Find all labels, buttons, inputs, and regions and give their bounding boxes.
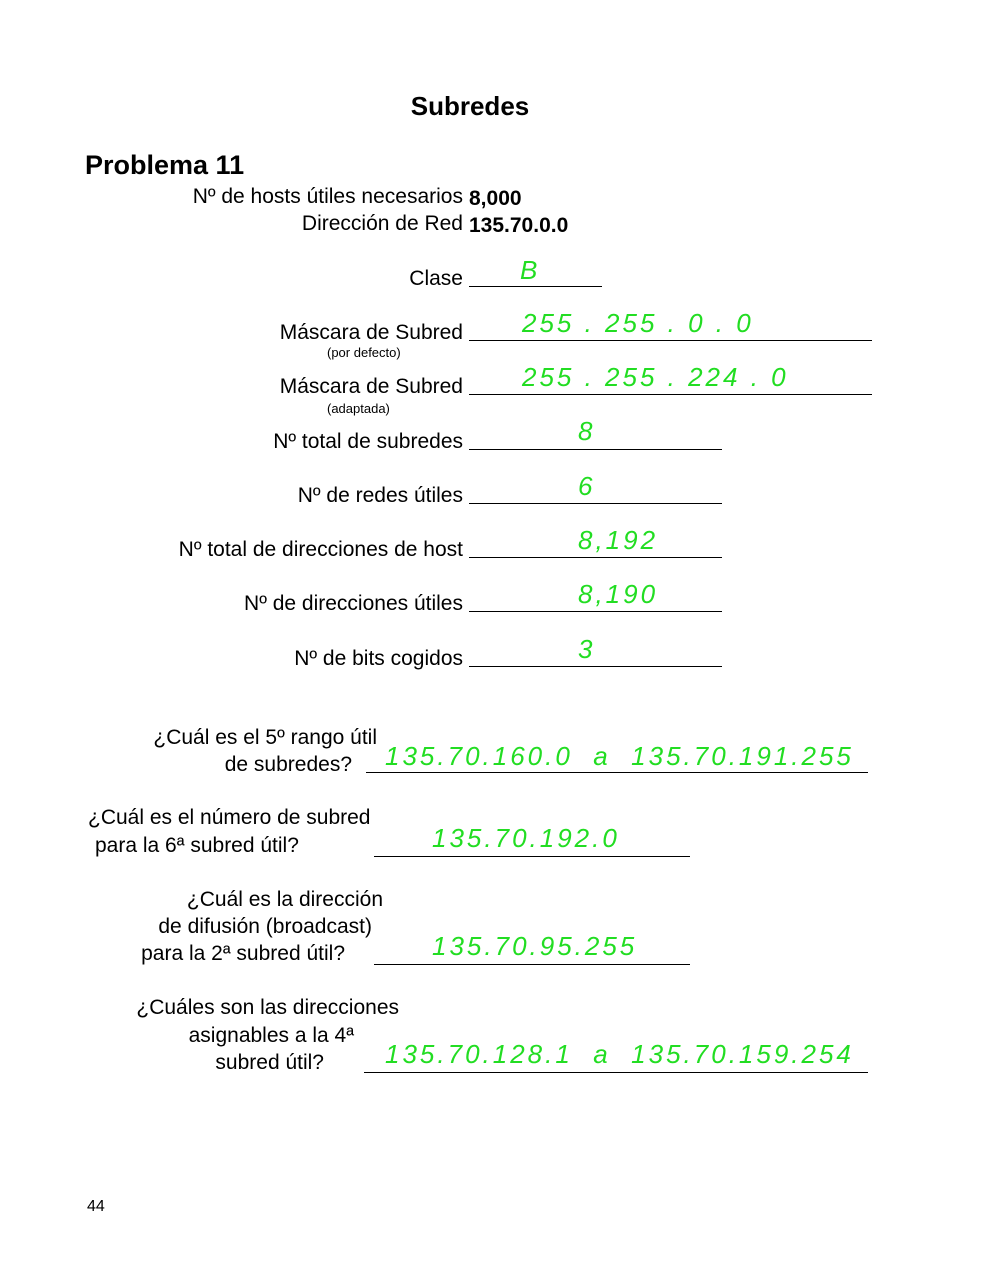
- custom-mask-label: Máscara de Subred: [279, 375, 463, 398]
- q1-answer: 135.70.160.0 a 135.70.191.255: [385, 741, 854, 771]
- total-hosts-field[interactable]: [469, 557, 722, 558]
- q3-line-2: de difusión (broadcast): [158, 915, 372, 938]
- q3-field[interactable]: [374, 964, 690, 965]
- usable-subnets-field[interactable]: [469, 503, 722, 504]
- total-hosts-label: Nº total de direcciones de host: [178, 538, 463, 561]
- q2-line-1: ¿Cuál es el número de subred: [88, 806, 371, 829]
- default-mask-answer: 255 . 255 . 0 . 0: [522, 308, 754, 338]
- class-label: Clase: [409, 267, 463, 290]
- custom-mask-field[interactable]: [469, 394, 872, 395]
- page-title: Subredes: [410, 91, 530, 121]
- custom-mask-answer: 255 . 255 . 224 . 0: [522, 362, 789, 392]
- q2-field[interactable]: [374, 856, 690, 857]
- default-mask-label: Máscara de Subred: [279, 321, 463, 344]
- total-subnets-answer: 8: [578, 416, 596, 446]
- q3-answer: 135.70.95.255: [432, 931, 638, 961]
- bits-borrowed-answer: 3: [578, 634, 596, 664]
- usable-subnets-answer: 6: [578, 471, 596, 501]
- q4-answer: 135.70.128.1 a 135.70.159.254: [385, 1039, 854, 1069]
- network-value: 135.70.0.0: [469, 214, 569, 237]
- hosts-label: Nº de hosts útiles necesarios: [192, 185, 463, 208]
- usable-hosts-answer: 8,190: [578, 579, 659, 609]
- total-subnets-field[interactable]: [469, 449, 722, 450]
- default-mask-sublabel: (por defecto): [327, 345, 401, 360]
- class-answer: B: [520, 255, 541, 285]
- total-subnets-label: Nº total de subredes: [273, 430, 463, 453]
- bits-borrowed-field[interactable]: [469, 666, 722, 667]
- q3-line-1: ¿Cuál es la dirección: [186, 888, 383, 911]
- q2-answer: 135.70.192.0: [432, 823, 620, 853]
- q1-line-1: ¿Cuál es el 5º rango útil: [153, 726, 377, 749]
- custom-mask-sublabel: (adaptada): [327, 401, 390, 416]
- q4-line-3: subred útil?: [215, 1051, 324, 1074]
- q4-field[interactable]: [364, 1072, 868, 1073]
- network-label: Dirección de Red: [301, 212, 463, 235]
- total-hosts-answer: 8,192: [578, 525, 659, 555]
- usable-hosts-label: Nº de direcciones útiles: [244, 592, 463, 615]
- page-number: 44: [87, 1198, 105, 1215]
- q1-line-2: de subredes?: [224, 753, 352, 776]
- hosts-value: 8,000: [469, 187, 522, 210]
- bits-borrowed-label: Nº de bits cogidos: [294, 647, 463, 670]
- usable-subnets-label: Nº de redes útiles: [297, 484, 463, 507]
- q2-line-2: para la 6ª subred útil?: [95, 834, 299, 857]
- q4-line-1: ¿Cuáles son las direcciones: [136, 996, 399, 1019]
- q3-line-3: para la 2ª subred útil?: [141, 942, 345, 965]
- usable-hosts-field[interactable]: [469, 611, 722, 612]
- class-field[interactable]: [469, 286, 602, 287]
- problem-heading: Problema 11: [85, 150, 245, 180]
- default-mask-field[interactable]: [469, 340, 872, 341]
- q1-field[interactable]: [366, 772, 868, 773]
- q4-line-2: asignables a la 4ª: [188, 1024, 354, 1047]
